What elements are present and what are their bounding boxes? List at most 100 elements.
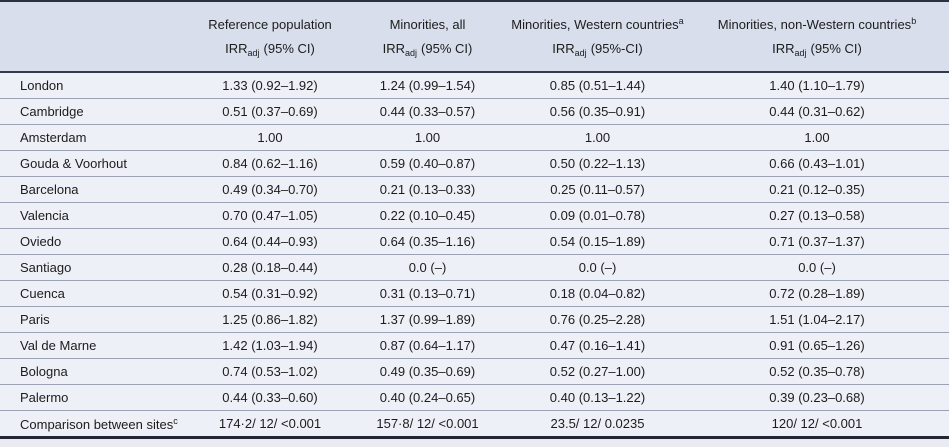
comparison-stat-cell: 157·8/ 12/ <0.001: [345, 410, 510, 438]
irr-cell: 0.22 (0.10–0.45): [345, 202, 510, 229]
irr-cell: 0.49 (0.35–0.69): [345, 358, 510, 385]
ci-label: (95% CI): [421, 41, 473, 56]
comparison-stat-cell: 23.5/ 12/ 0.0235: [510, 410, 685, 438]
column-subtitle: IRRadj (95% CI): [685, 39, 949, 63]
site-name-cell: Palermo: [0, 384, 195, 411]
comparison-label-text: Comparison between sites: [20, 416, 174, 432]
column-title-text: Minorities, all: [389, 17, 466, 32]
table-row-santiago: Santiago 0.28 (0.18–0.44) 0.0 (–) 0.0 (–…: [0, 254, 949, 281]
site-name-cell: Val de Marne: [0, 332, 195, 359]
table-row-comparison-between-sites: Comparison between sitesc 174·2/ 12/ <0.…: [0, 410, 949, 438]
irr-cell: 0.54 (0.31–0.92): [195, 280, 345, 307]
stat-label: IRR: [382, 41, 406, 56]
table-row-oviedo: Oviedo 0.64 (0.44–0.93) 0.64 (0.35–1.16)…: [0, 228, 949, 255]
stat-label: IRR: [225, 41, 248, 56]
irr-cell: 0.18 (0.04–0.82): [510, 280, 685, 307]
ci-label: (95% CI): [810, 41, 862, 56]
irr-cell: 0.40 (0.13–1.22): [510, 384, 685, 411]
comparison-superscript: c: [173, 415, 178, 426]
site-name-cell: Bologna: [0, 358, 195, 385]
ci-label: (95% CI): [263, 41, 315, 56]
table-row-london: London 1.33 (0.92–1.92) 1.24 (0.99–1.54)…: [0, 72, 949, 99]
table-row-amsterdam: Amsterdam 1.00 1.00 1.00 1.00: [0, 124, 949, 151]
column-title: Reference population: [195, 11, 345, 35]
irr-cell: 0.25 (0.11–0.57): [510, 176, 685, 203]
site-name-cell: London: [0, 72, 195, 99]
table-header: Reference population IRRadj (95% CI) Mino…: [0, 1, 949, 73]
irr-cell: 1.25 (0.86–1.82): [195, 306, 345, 333]
irr-cell: 0.87 (0.64–1.17): [345, 332, 510, 359]
irr-cell: 0.85 (0.51–1.44): [510, 72, 685, 99]
column-subtitle: IRRadj (95% CI): [345, 39, 510, 63]
stat-subscript: adj: [574, 48, 587, 58]
table-row-paris: Paris 1.25 (0.86–1.82) 1.37 (0.99–1.89) …: [0, 306, 949, 333]
irr-cell: 0.39 (0.23–0.68): [685, 384, 949, 411]
column-subtitle: IRRadj (95%-CI): [510, 39, 685, 63]
site-name-cell: Oviedo: [0, 228, 195, 255]
stat-subscript: adj: [794, 48, 807, 58]
column-title-superscript: b: [911, 16, 917, 26]
irr-cell: 0.91 (0.65–1.26): [685, 332, 949, 359]
irr-cell: 0.49 (0.34–0.70): [195, 176, 345, 203]
site-name-cell: Paris: [0, 306, 195, 333]
irr-cell: 0.50 (0.22–1.13): [510, 150, 685, 177]
stat-subscript: adj: [405, 48, 418, 58]
irr-cell: 0.71 (0.37–1.37): [685, 228, 949, 255]
table-row-cuenca: Cuenca 0.54 (0.31–0.92) 0.31 (0.13–0.71)…: [0, 280, 949, 307]
column-header-minorities-all: Minorities, all IRRadj (95% CI): [345, 1, 510, 73]
irr-cell: 1.51 (1.04–2.17): [685, 306, 949, 333]
site-name-cell: Santiago: [0, 254, 195, 281]
irr-cell: 0.0 (–): [345, 254, 510, 281]
stat-label: IRR: [552, 41, 575, 56]
header-row: Reference population IRRadj (95% CI) Mino…: [0, 1, 949, 73]
table-row-gouda-voorhout: Gouda & Voorhout 0.84 (0.62–1.16) 0.59 (…: [0, 150, 949, 177]
irr-cell: 0.28 (0.18–0.44): [195, 254, 345, 281]
irr-cell: 0.64 (0.35–1.16): [345, 228, 510, 255]
irr-cell: 0.21 (0.13–0.33): [345, 176, 510, 203]
column-title-text: Minorities, non-Western countries: [717, 17, 912, 32]
column-header-minorities-non-western: Minorities, non-Western countriesb IRRad…: [685, 1, 949, 73]
irr-cell: 1.42 (1.03–1.94): [195, 332, 345, 359]
irr-cell: 0.0 (–): [510, 254, 685, 281]
site-name-cell: Cuenca: [0, 280, 195, 307]
irr-cell: 1.24 (0.99–1.54): [345, 72, 510, 99]
irr-cell: 0.44 (0.33–0.57): [345, 98, 510, 125]
table-row-bologna: Bologna 0.74 (0.53–1.02) 0.49 (0.35–0.69…: [0, 358, 949, 385]
site-column-header: [0, 1, 195, 73]
ci-label: (95%-CI): [590, 41, 643, 56]
irr-cell: 0.52 (0.27–1.00): [510, 358, 685, 385]
irr-cell: 0.09 (0.01–0.78): [510, 202, 685, 229]
irr-cell: 1.00: [685, 124, 949, 151]
comparison-stat-cell: 120/ 12/ <0.001: [685, 410, 949, 438]
column-title: Minorities, non-Western countriesb: [685, 11, 949, 35]
irr-cell: 1.33 (0.92–1.92): [195, 72, 345, 99]
column-title: Minorities, all: [345, 11, 510, 35]
irr-cell: 0.21 (0.12–0.35): [685, 176, 949, 203]
irr-cell: 0.44 (0.31–0.62): [685, 98, 949, 125]
column-header-reference-population: Reference population IRRadj (95% CI): [195, 1, 345, 73]
column-header-minorities-western: Minorities, Western countriesa IRRadj (95…: [510, 1, 685, 73]
column-subtitle: IRRadj (95% CI): [195, 39, 345, 63]
comparison-label-cell: Comparison between sitesc: [0, 410, 195, 438]
table-row-palermo: Palermo 0.44 (0.33–0.60) 0.40 (0.24–0.65…: [0, 384, 949, 411]
column-title-text: Reference population: [208, 17, 332, 32]
table-row-valencia: Valencia 0.70 (0.47–1.05) 0.22 (0.10–0.4…: [0, 202, 949, 229]
table-row-cambridge: Cambridge 0.51 (0.37–0.69) 0.44 (0.33–0.…: [0, 98, 949, 125]
table-row-val-de-marne: Val de Marne 1.42 (1.03–1.94) 0.87 (0.64…: [0, 332, 949, 359]
irr-cell: 0.44 (0.33–0.60): [195, 384, 345, 411]
irr-cell: 1.00: [510, 124, 685, 151]
irr-cell: 0.27 (0.13–0.58): [685, 202, 949, 229]
column-title: Minorities, Western countriesa: [510, 11, 685, 35]
table-row-barcelona: Barcelona 0.49 (0.34–0.70) 0.21 (0.13–0.…: [0, 176, 949, 203]
irr-cell: 1.00: [195, 124, 345, 151]
irr-cell: 0.51 (0.37–0.69): [195, 98, 345, 125]
irr-cell: 1.40 (1.10–1.79): [685, 72, 949, 99]
irr-cell: 0.0 (–): [685, 254, 949, 281]
site-name-cell: Gouda & Voorhout: [0, 150, 195, 177]
irr-cell: 0.31 (0.13–0.71): [345, 280, 510, 307]
irr-cell: 0.72 (0.28–1.89): [685, 280, 949, 307]
irr-cell: 0.70 (0.47–1.05): [195, 202, 345, 229]
irr-cell: 0.59 (0.40–0.87): [345, 150, 510, 177]
